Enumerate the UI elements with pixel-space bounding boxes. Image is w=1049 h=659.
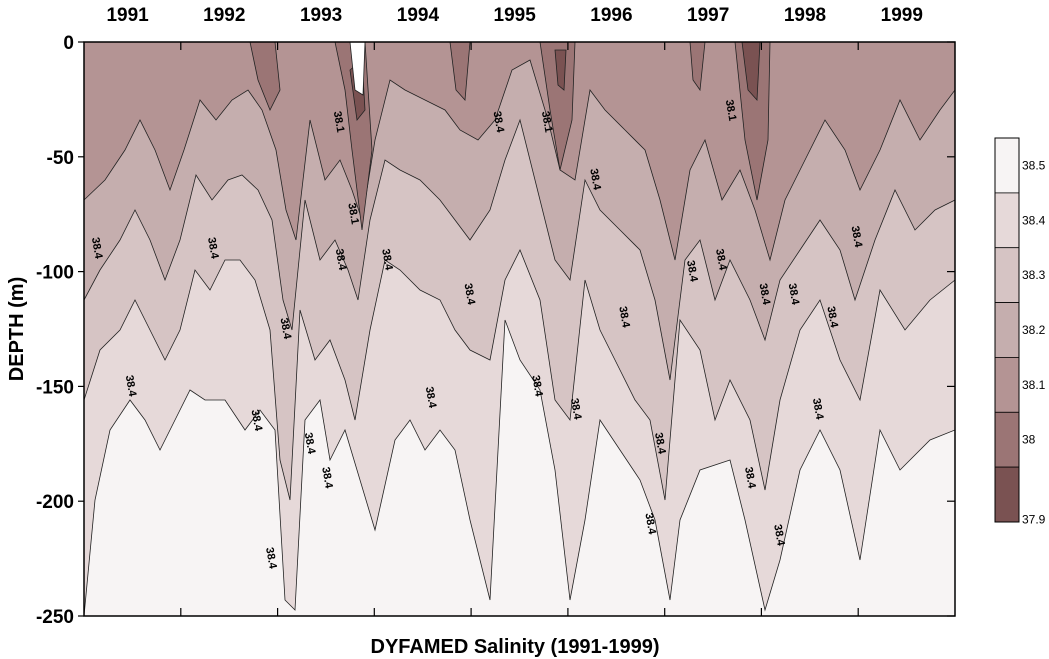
year-label-1995: 1995: [494, 5, 537, 26]
contour-label-38-4: 38.4: [278, 317, 294, 341]
contour-label-38-4: 38.4: [713, 248, 729, 272]
year-label-1998: 1998: [784, 5, 826, 26]
contour-label-38-4: 38.4: [616, 305, 632, 329]
contour-label-38-4: 38.4: [123, 374, 139, 398]
contour-label-38-4: 38.4: [642, 512, 658, 536]
year-label-1991: 1991: [106, 5, 149, 26]
y-tick-label: -100: [36, 263, 74, 284]
legend-swatch: [994, 466, 1020, 523]
contour-label-38-1: 38.1: [539, 110, 555, 133]
contour-label-38-4: 38.4: [490, 110, 506, 134]
legend-swatch: [994, 247, 1020, 303]
y-axis-title: DEPTH (m): [6, 277, 28, 381]
year-label-1999: 1999: [881, 5, 923, 26]
y-tick-label: -150: [36, 377, 74, 398]
y-tick-label: -200: [36, 492, 74, 513]
contour-labels: 38.4 38.4 38.4 38.4 38.4 38.4 38.4 38.4 38.4 38.4…: [89, 99, 864, 571]
contour-label-38-4: 38.4: [684, 259, 700, 283]
legend-label: 38.3: [1022, 268, 1046, 282]
legend-label: 37.9: [1022, 512, 1046, 526]
legend-swatch: [994, 192, 1020, 249]
contour-label-38-4: 38.4: [849, 225, 865, 249]
contour-label-38-4: 38.4: [89, 236, 105, 260]
x-axis-title: DYFAMED Salinity (1991-1999): [371, 636, 660, 658]
legend-label: 38.4: [1022, 213, 1046, 227]
year-label-1994: 1994: [397, 5, 440, 26]
year-label-1993: 1993: [300, 5, 342, 26]
y-tick-label: -250: [36, 607, 74, 628]
contour-label-38-4: 38.4: [771, 523, 787, 547]
x-axis-ticks: [180, 42, 859, 616]
contour-label-38-4: 38.4: [652, 432, 668, 456]
plot-frame: [83, 41, 956, 617]
contour-label-38-4: 38.4: [249, 409, 265, 433]
y-axis: 0 -50 -100 -150 -200 -250: [36, 33, 955, 628]
legend-label: 38: [1022, 433, 1036, 447]
contour-label-38-1: 38.1: [723, 99, 739, 122]
legend-swatch: [994, 302, 1020, 358]
legend-frame: [994, 137, 1020, 523]
legend-label: 38.1: [1022, 378, 1046, 392]
legend-swatch: [994, 137, 1020, 194]
band-38-1: [84, 42, 955, 262]
legend-label: 38.2: [1022, 323, 1046, 337]
contour-label-38-4: 38.4: [824, 305, 840, 329]
legend: 38.5 38.4 38.3 38.2 38.1 38 37.9: [994, 137, 1046, 526]
y-tick-label: 0: [63, 33, 74, 54]
contour-label-38-1: 38.1: [331, 110, 347, 133]
year-label-1997: 1997: [687, 5, 729, 26]
contour-label-38-4: 38.4: [319, 466, 335, 490]
contour-label-38-4: 38.4: [810, 397, 826, 421]
contour-label-38-4: 38.4: [568, 397, 584, 421]
contour-label-38-4: 38.4: [757, 282, 773, 306]
legend-label: 38.5: [1022, 158, 1046, 172]
year-label-1992: 1992: [203, 5, 245, 26]
contour-label-38-4: 38.4: [742, 466, 758, 490]
legend-swatch: [994, 411, 1020, 468]
contour-label-38-4: 38.4: [587, 168, 603, 192]
contour-label-38-4: 38.4: [529, 374, 545, 398]
contour-label-38-4: 38.4: [379, 248, 395, 272]
contour-label-38-4: 38.4: [205, 236, 221, 260]
band-38-0: [249, 42, 771, 231]
contour-label-38-4: 38.4: [461, 282, 477, 306]
year-labels: 1991 1992 1993 1994 1995 1996 1997 1998 1999: [106, 5, 922, 26]
band-fresh-patch: [349, 42, 366, 96]
legend-swatch: [994, 356, 1020, 413]
contour-label-38-4: 38.4: [302, 432, 318, 456]
contour-label-38-4: 38.4: [333, 248, 349, 272]
contour-label-38-1: 38.1: [345, 202, 361, 225]
contour-label-38-4: 38.4: [423, 386, 439, 410]
contour-label-38-4: 38.4: [786, 282, 802, 306]
plot-area: [84, 42, 955, 616]
year-label-1996: 1996: [590, 5, 632, 26]
contour-label-38-4: 38.4: [263, 546, 279, 570]
y-tick-label: -50: [47, 148, 74, 169]
